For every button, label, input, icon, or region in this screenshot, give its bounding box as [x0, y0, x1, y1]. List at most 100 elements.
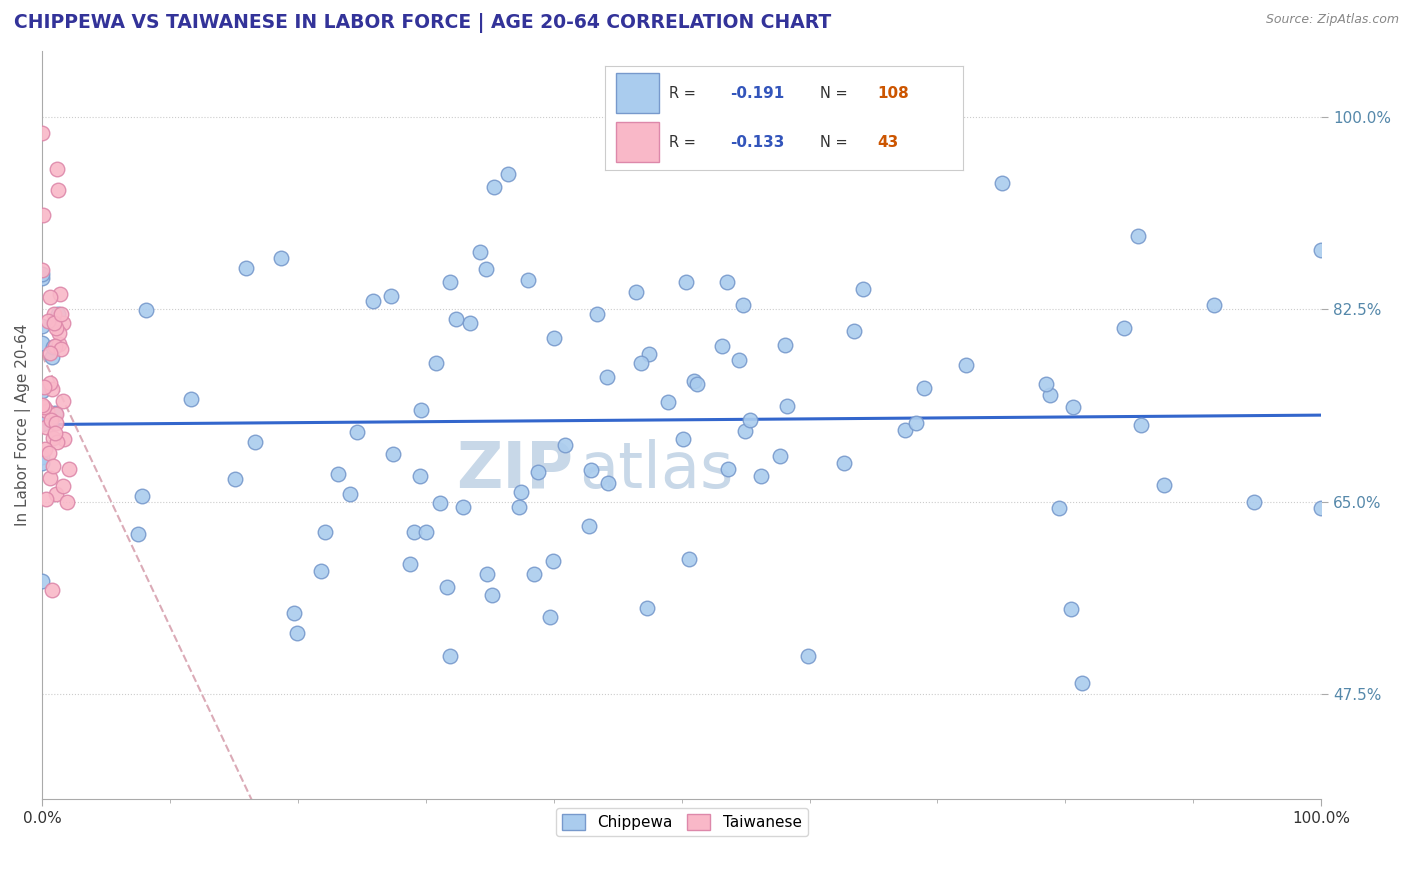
Y-axis label: In Labor Force | Age 20-64: In Labor Force | Age 20-64 [15, 324, 31, 526]
Point [832, 457, 855, 471]
Point [475, 262, 498, 277]
Point [44, 406, 66, 420]
Point [675, 275, 697, 289]
Point [630, 356, 652, 370]
Point [31, 319, 53, 334]
Point [1202, 298, 1225, 312]
Point [35, 403, 58, 417]
Point [31, 450, 53, 464]
Point [508, 500, 530, 515]
Point [52, 432, 75, 446]
Point [326, 467, 349, 481]
Point [596, 369, 619, 384]
Point [48, 287, 70, 301]
Point [31, 398, 53, 412]
Point [31, 208, 53, 222]
Point [727, 352, 749, 367]
Point [45, 487, 67, 501]
Point [510, 485, 533, 500]
Point [31, 417, 53, 432]
Point [35, 420, 58, 434]
Point [380, 289, 402, 303]
Point [45, 416, 67, 430]
Point [458, 316, 481, 330]
Point [686, 377, 709, 392]
Text: ZIP: ZIP [456, 439, 572, 500]
Point [738, 413, 761, 427]
Point [35, 491, 58, 506]
Point [34, 442, 56, 456]
Point [453, 500, 475, 514]
Point [32, 380, 55, 394]
Point [31, 268, 53, 282]
Point [309, 564, 332, 578]
Point [1310, 500, 1333, 515]
Point [717, 462, 740, 476]
Point [245, 435, 267, 450]
Point [38, 290, 60, 304]
Point [45, 162, 67, 177]
Point [38, 346, 60, 360]
Point [44, 426, 66, 441]
Point [37, 314, 59, 328]
Point [444, 311, 467, 326]
Point [346, 425, 368, 439]
Point [224, 472, 246, 486]
Point [39, 376, 62, 391]
Point [1243, 495, 1265, 509]
Point [439, 275, 461, 289]
Point [1310, 243, 1333, 257]
Point [543, 554, 565, 568]
Point [523, 566, 546, 581]
Point [716, 275, 738, 289]
Point [42, 340, 65, 354]
Point [235, 261, 257, 276]
Text: atlas: atlas [579, 439, 734, 500]
Point [48, 337, 70, 351]
Point [578, 519, 600, 533]
Point [905, 416, 928, 430]
Point [361, 294, 384, 309]
Point [734, 424, 756, 438]
Point [672, 432, 695, 446]
Point [31, 271, 53, 285]
Point [127, 526, 149, 541]
Point [31, 384, 53, 398]
Point [31, 262, 53, 277]
Point [710, 339, 733, 353]
Point [516, 273, 538, 287]
Point [733, 298, 755, 312]
Point [42, 432, 65, 446]
Point [990, 176, 1012, 190]
Point [52, 316, 75, 330]
Point [39, 471, 62, 485]
Point [470, 244, 492, 259]
Point [402, 525, 425, 540]
Point [543, 331, 565, 345]
Point [285, 625, 308, 640]
Point [852, 281, 875, 295]
Point [955, 358, 977, 372]
Point [439, 648, 461, 663]
Point [436, 580, 458, 594]
Point [773, 338, 796, 352]
Point [1071, 675, 1094, 690]
Point [678, 552, 700, 566]
Point [38, 446, 60, 460]
Point [496, 167, 519, 181]
Point [481, 588, 503, 602]
Point [48, 326, 70, 340]
Point [42, 316, 65, 330]
Point [1035, 376, 1057, 391]
Point [44, 339, 66, 353]
Point [52, 393, 75, 408]
Point [46, 435, 69, 450]
Point [31, 574, 53, 588]
Point [399, 557, 422, 571]
Point [51, 342, 73, 356]
Point [425, 356, 447, 370]
Point [415, 525, 437, 540]
Point [429, 495, 451, 509]
Point [769, 449, 792, 463]
Point [41, 350, 63, 364]
